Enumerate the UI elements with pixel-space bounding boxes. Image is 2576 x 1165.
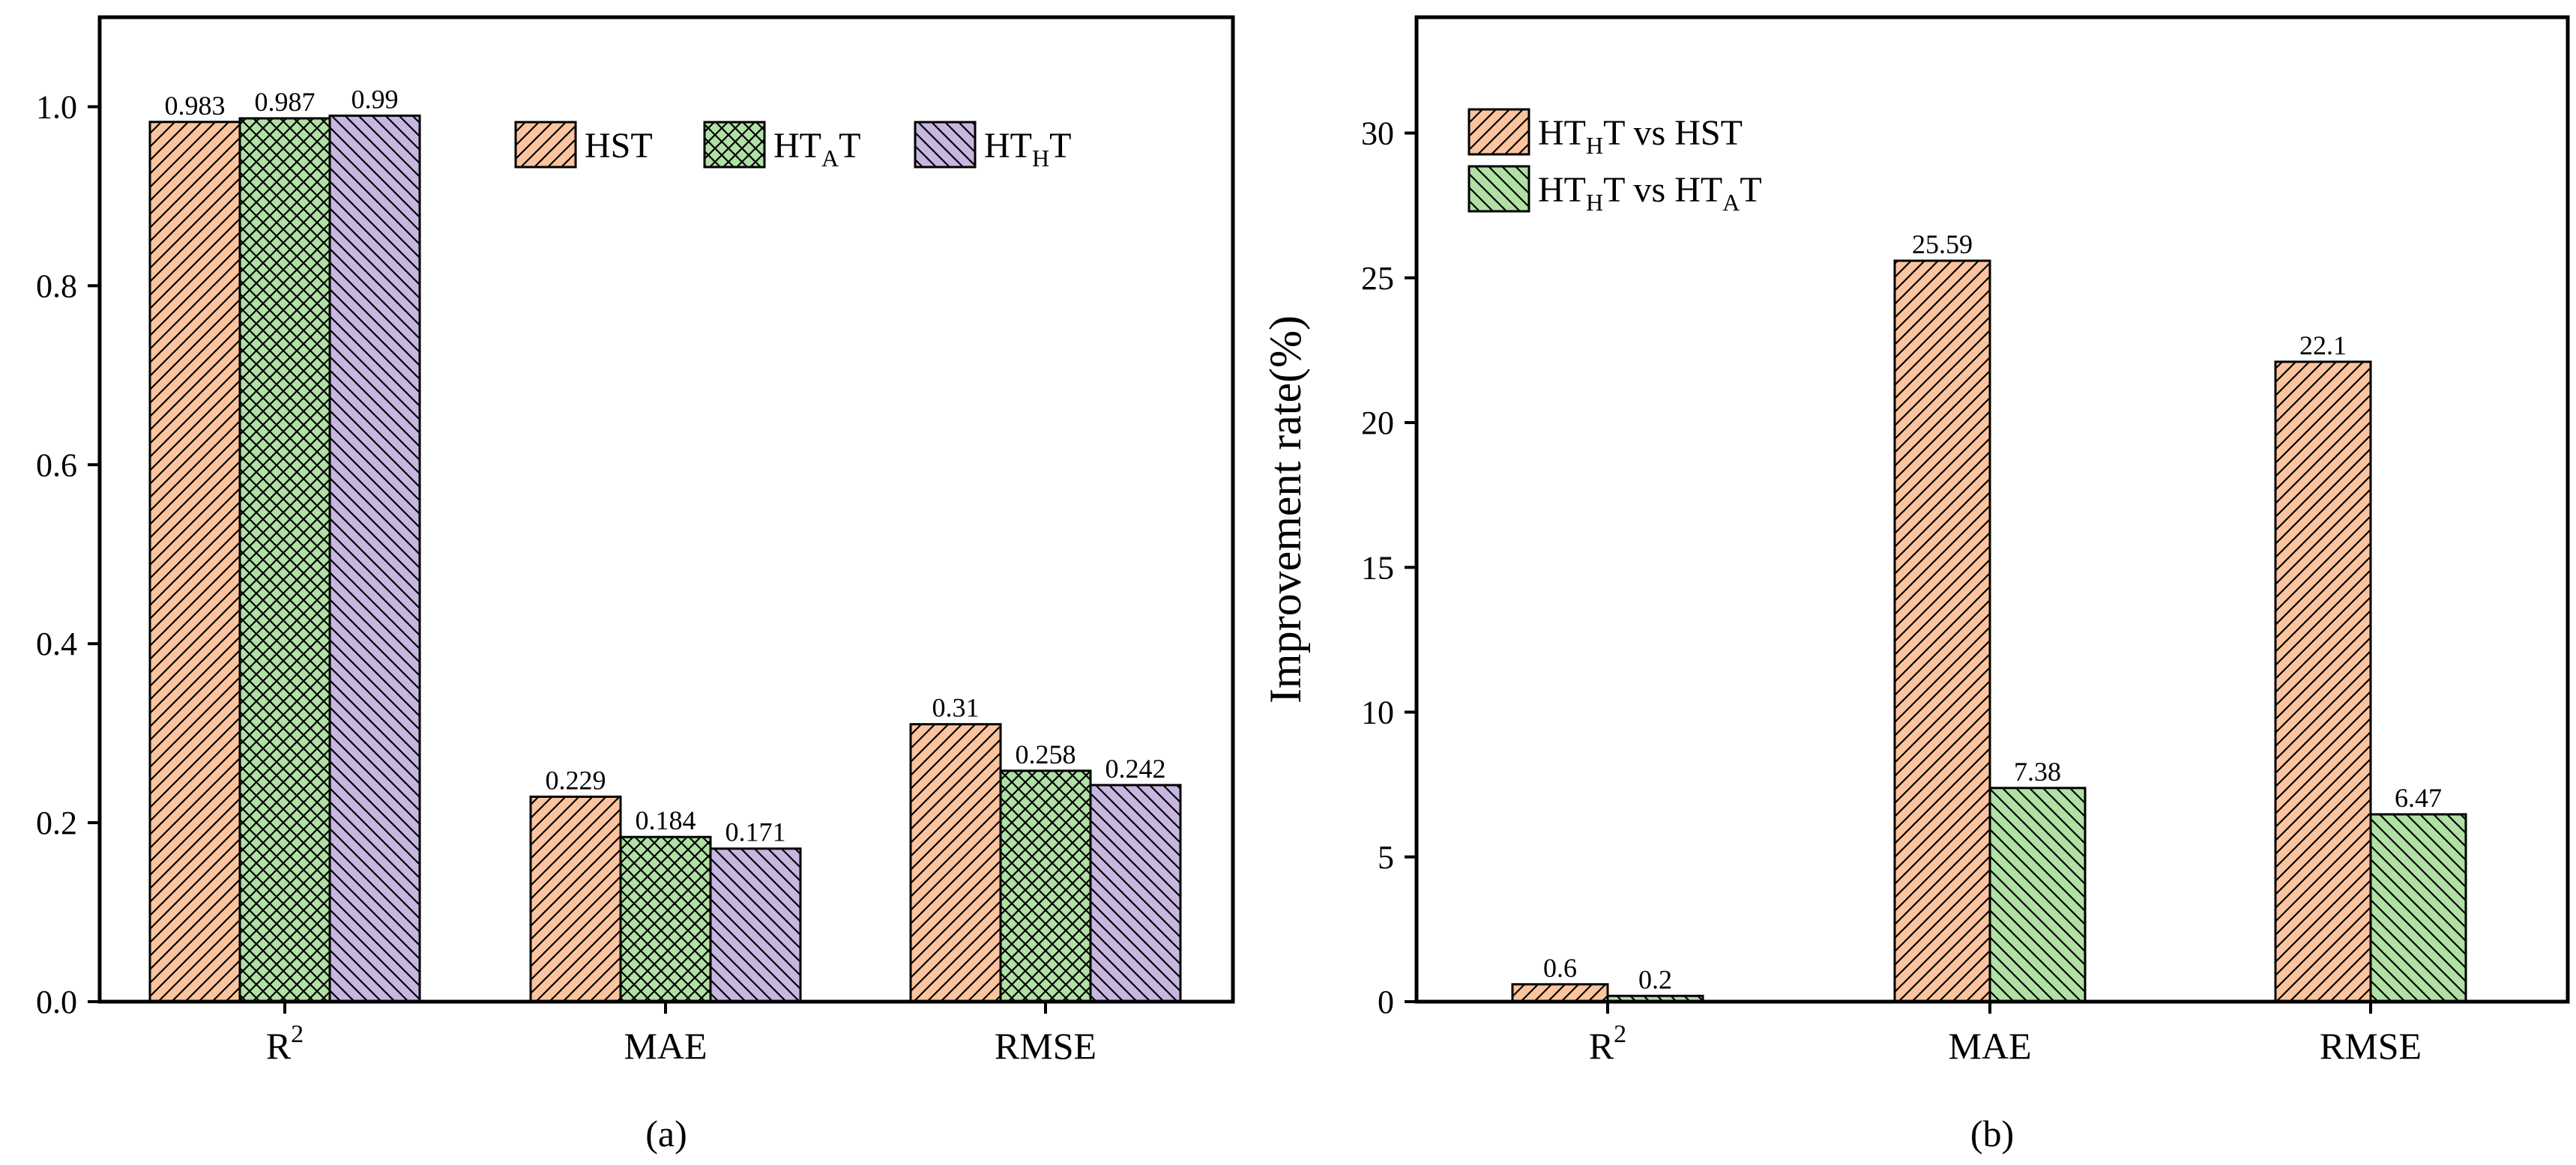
data-label: 7.38 — [2014, 757, 2061, 787]
data-label: 0.987 — [255, 87, 316, 117]
y-tick-label: 5 — [1378, 839, 1394, 876]
data-label: 6.47 — [2395, 783, 2442, 813]
category-label-mae: MAE — [624, 1025, 707, 1067]
category-label-rmse: RMSE — [2320, 1025, 2422, 1067]
bar-b-htht-vs-htat-rmse — [2369, 813, 2467, 1003]
y-tick-label: 0.2 — [36, 805, 77, 841]
bar-b-htht-vs-hst-r — [1511, 983, 1609, 1003]
category-label-r: R2 — [266, 1020, 304, 1067]
bar-b-htht-vs-hst-mae — [1893, 259, 1991, 1003]
bar-a-htht-r — [328, 114, 421, 1003]
data-label: 0.2 — [1638, 964, 1672, 994]
y-tick-label: 15 — [1361, 549, 1394, 586]
y-tick-label: 30 — [1361, 115, 1394, 152]
bar-a-htht-mae — [709, 847, 802, 1003]
legend: HST HTAT HTHT — [514, 121, 1071, 172]
legend-label: HTHT vs HST — [1538, 113, 1743, 159]
data-label: 0.171 — [726, 817, 786, 847]
legend-label: HTHT vs HTAT — [1538, 170, 1762, 216]
data-label: 0.229 — [546, 765, 606, 795]
legend-swatch — [703, 121, 766, 169]
y-tick-label: 0 — [1378, 984, 1394, 1020]
panel-label: (b) — [1970, 1113, 2014, 1155]
bar-a-htat-r — [238, 117, 331, 1003]
bar-a-htat-rmse — [999, 769, 1092, 1003]
panel-b: 0.6 0.2 25.59 7.38 22.1 6.47 0 5 10 15 20 25 30 R2 MAE… — [1261, 15, 2570, 1155]
panel-a: 0.983 0.987 0.99 0.229 0.184 0.171 0.31 0.258 0.… — [36, 15, 1235, 1155]
bar-a-hst-rmse — [909, 723, 1002, 1003]
legend-label: HST — [585, 126, 653, 166]
y-tick-label: 1.0 — [36, 88, 77, 125]
axes-frame — [1414, 15, 2570, 1004]
data-label: 25.59 — [1912, 229, 1973, 259]
y-tick-label: 20 — [1361, 405, 1394, 441]
data-label: 0.184 — [636, 805, 696, 835]
category-label-r: R2 — [1589, 1020, 1626, 1067]
bar-a-hst-r — [148, 121, 241, 1003]
y-tick-label: 0.6 — [36, 447, 77, 483]
legend-swatch — [1468, 165, 1530, 213]
category-label-rmse: RMSE — [995, 1025, 1097, 1067]
data-label: 0.99 — [352, 84, 399, 114]
y-tick-label: 25 — [1361, 260, 1394, 297]
bar-a-htht-rmse — [1089, 784, 1182, 1003]
data-label: 0.258 — [1016, 739, 1076, 769]
data-label: 0.242 — [1105, 754, 1166, 784]
panel-label: (a) — [645, 1113, 687, 1155]
bar-a-hst-mae — [529, 795, 622, 1003]
data-label: 22.1 — [2299, 330, 2347, 360]
bar-b-htht-vs-htat-mae — [1988, 787, 2087, 1003]
y-tick-label: 0.8 — [36, 267, 77, 304]
legend: HTHT vs HST HTHT vs HTAT — [1468, 108, 1762, 216]
y-tick-label: 0.0 — [36, 984, 77, 1020]
legend-label: HTAT — [773, 126, 860, 172]
data-label: 0.31 — [932, 693, 980, 723]
legend-swatch — [514, 121, 577, 169]
legend-label: HTHT — [984, 126, 1071, 172]
y-axis-title: Improvement rate(%) — [1261, 315, 1310, 703]
bar-b-htht-vs-hst-rmse — [2274, 360, 2372, 1003]
data-label: 0.6 — [1543, 953, 1577, 983]
category-label-mae: MAE — [1948, 1025, 2031, 1067]
legend-swatch — [1468, 108, 1530, 156]
legend-swatch — [914, 121, 977, 169]
y-tick-label: 10 — [1361, 695, 1394, 731]
bar-a-htat-mae — [619, 835, 712, 1003]
y-tick-label: 0.4 — [36, 626, 77, 662]
data-label: 0.983 — [165, 91, 226, 121]
